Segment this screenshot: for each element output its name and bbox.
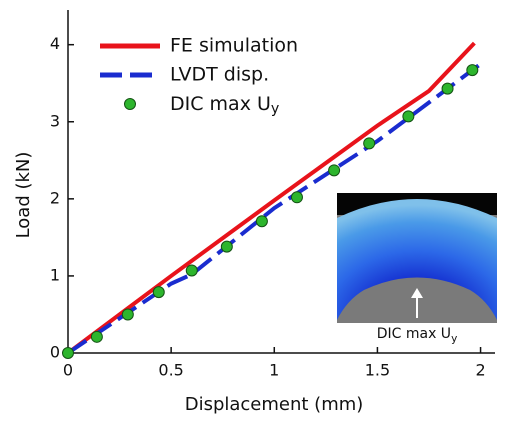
marker — [121, 308, 134, 321]
marker — [152, 286, 165, 299]
x-tick-label: 0 — [63, 361, 73, 380]
inset-label-bg — [337, 323, 497, 351]
inset-label: DIC max Uy — [377, 326, 458, 345]
marker — [402, 110, 415, 123]
marker — [185, 264, 198, 277]
x-tick-label: 0.5 — [158, 361, 183, 380]
marker — [328, 164, 341, 177]
inset-contour — [337, 199, 497, 320]
marker — [466, 64, 479, 77]
x-axis-label: Displacement (mm) — [185, 394, 364, 415]
y-tick-label: 4 — [50, 34, 60, 53]
x-tick-label: 1 — [269, 361, 279, 380]
legend-label: DIC max Uy — [170, 93, 280, 118]
marker — [90, 330, 103, 343]
marker — [255, 215, 268, 228]
legend-label: LVDT disp. — [170, 64, 269, 86]
legend-marker — [124, 98, 136, 110]
inset-arrowhead — [411, 288, 423, 298]
y-tick-label: 3 — [50, 111, 60, 130]
y-tick-label: 2 — [50, 188, 60, 207]
legend-label: FE simulation — [170, 35, 298, 57]
marker — [62, 347, 74, 359]
marker — [220, 240, 233, 253]
x-tick-label: 2 — [475, 361, 485, 380]
marker — [363, 137, 376, 150]
y-axis-label: Load (kN) — [13, 152, 34, 239]
x-tick-label: 1.5 — [365, 361, 390, 380]
marker — [290, 191, 303, 204]
marker — [441, 82, 454, 95]
y-tick-label: 0 — [50, 343, 60, 362]
y-tick-label: 1 — [50, 265, 60, 284]
inset: DIC max Uy — [337, 193, 497, 351]
